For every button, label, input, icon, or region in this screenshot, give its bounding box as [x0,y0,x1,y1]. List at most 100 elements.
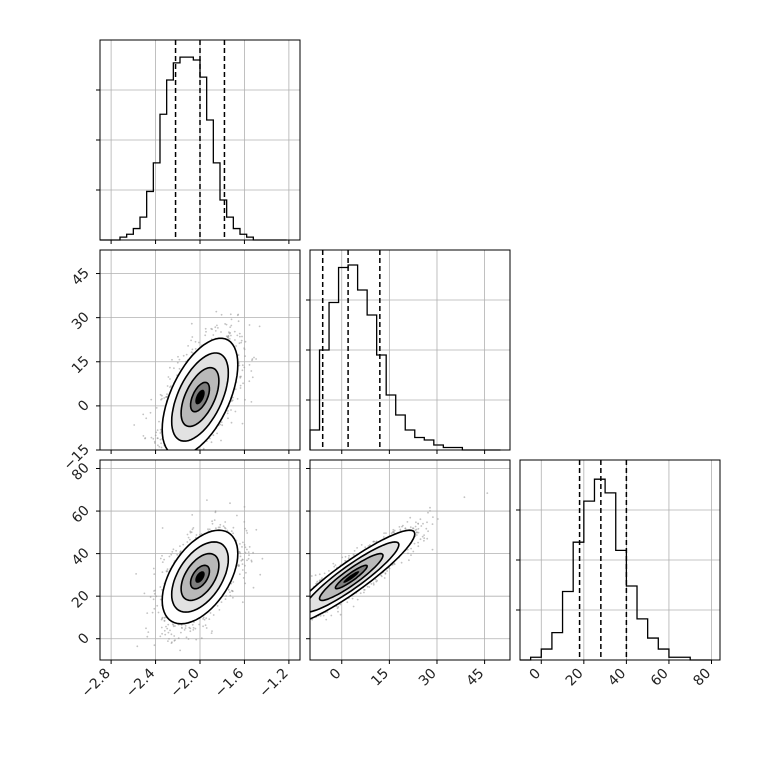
joint-p2-p3-scatter-point [269,641,271,643]
joint-p1-p2-scatter-point [225,323,228,326]
joint-p2-p3-scatter-point [385,532,387,534]
joint-p1-p3-scatter-point [157,611,160,614]
joint-p2-p3-scatter-point [346,601,349,604]
joint-p1-p3-scatter-point [255,528,258,531]
p3-xtick-label: 0 [526,666,544,684]
hist-p1-frame [99,39,301,241]
joint-p1-p2-scatter-point [176,456,178,458]
joint-p1-p3-scatter-point [238,551,241,553]
joint-p2-p3-scatter-point [285,617,287,619]
joint-p2-p3-scatter-point [356,598,359,601]
joint-p2-p3-scatter-point [406,548,409,551]
joint-p2-p3-scatter-point [322,614,325,617]
joint-p1-p3-scatter-point [232,532,235,535]
joint-p1-p3-scatter-point [259,573,262,576]
joint-p1-p3-scatter-point [172,624,175,626]
joint-p1-p2-scatter-point [220,421,223,423]
joint-p2-p3-scatter-point [393,563,396,566]
joint-p1-p2-scatter-point [173,367,175,370]
joint-p1-p2-scatter-point [190,322,193,325]
joint-p2-p3-scatter-point [351,597,354,600]
joint-p2-p3-scatter-point [392,530,395,533]
joint-p1-p2-scatter-point [243,348,246,351]
joint-p2-p3-scatter-point [400,561,403,564]
joint-p1-p3-scatter-point [244,551,247,554]
p2-ytick-label: 15 [69,353,93,377]
joint-p1-p2-scatter-point [220,331,222,333]
joint-p2-p3-scatter-point [429,506,431,509]
hist-p2-panel [306,250,510,454]
joint-p2-p3-scatter-point [412,527,414,530]
joint-p1-p3-scatter-point [261,557,264,560]
joint-p1-p2-scatter-point [151,475,153,477]
joint-p1-p2-scatter-point [248,380,251,383]
joint-p1-p2-scatter-point [154,434,157,437]
joint-p2-p3-scatter-point [314,574,317,577]
p3-ytick-label: 60 [69,503,93,527]
joint-p1-p3-scatter-point [203,618,206,621]
p2-xtick-label: 0 [327,666,345,684]
joint-p2-p3-scatter-point [263,646,265,648]
joint-p2-p3-scatter-point [352,605,355,608]
joint-p1-p3-scatter-point [243,506,246,508]
joint-p2-p3-scatter-point [282,620,284,622]
joint-p1-p2-scatter-point [227,417,229,420]
joint-p1-p3-scatter-point [202,616,205,619]
joint-p2-p3-panel [263,460,510,664]
joint-p1-p2-scatter-point [128,453,130,455]
joint-p1-p2-scatter-point [145,417,148,420]
joint-p1-p3-scatter-point [176,553,179,556]
joint-p2-p3-scatter-point [321,577,323,580]
joint-p1-p2-scatter-point [156,495,158,497]
joint-p1-p2-scatter-point [163,452,165,454]
joint-p1-p3-scatter-point [155,595,158,598]
joint-p1-p3-scatter-point [214,510,217,513]
joint-p2-p3-scatter-point [293,609,295,611]
joint-p1-p3-plot-area [135,499,264,652]
joint-p2-p3-scatter-point [291,630,293,632]
joint-p1-p2-scatter-point [189,469,191,471]
joint-p1-p2-scatter-point [159,438,162,441]
hist-p3-histogram-step [520,478,712,661]
joint-p2-p3-scatter-point [330,614,333,617]
joint-p1-p2-scatter-point [236,334,239,337]
joint-p2-p3-scatter-point [415,528,418,531]
joint-p2-p3-scatter-point [279,649,281,651]
joint-p1-p2-scatter-point [220,313,223,316]
joint-p2-p3-scatter-point [290,621,292,623]
joint-p1-p3-scatter-point [169,629,171,632]
joint-p2-p3-scatter-point [421,535,424,538]
joint-p1-p2-scatter-point [166,393,168,396]
p2-ytick-label: 0 [75,397,93,415]
joint-p2-p3-scatter-point [419,518,422,521]
joint-p1-p2-scatter-point [170,456,172,458]
joint-p1-p3-scatter-point [191,528,194,531]
joint-p1-p2-scatter-point [183,452,185,454]
p2-xtick-label: 45 [464,666,488,690]
joint-p1-p3-scatter-point [210,632,213,634]
joint-p1-p3-scatter-point [239,552,242,555]
joint-p1-p2-scatter-point [200,455,202,457]
joint-p1-p2-scatter-point [216,324,218,327]
joint-p1-p2-scatter-point [190,351,193,353]
joint-p1-p3-scatter-point [225,595,228,597]
joint-p2-p3-scatter-point [363,589,365,591]
joint-p2-p3-scatter-point [372,582,375,584]
p3-xtick-label: 60 [648,666,672,690]
joint-p1-p3-scatter-point [244,564,246,567]
joint-p1-p3-scatter-point [246,548,248,551]
joint-p1-p2-scatter-point [156,429,159,431]
joint-p1-p2-scatter-point [234,388,237,390]
joint-p2-p3-scatter-point [274,621,276,623]
joint-p1-p3-scatter-point [242,541,244,544]
joint-p1-p2-scatter-point [244,355,247,357]
joint-p2-p3-scatter-point [339,603,342,606]
joint-p2-p3-scatter-point [295,624,297,626]
hist-p1-histogram-step [100,56,287,241]
joint-p2-p3-scatter-point [281,612,283,614]
joint-p1-p2-scatter-point [165,395,168,398]
joint-p1-p3-scatter-point [189,630,192,633]
joint-p1-p3-scatter-point [171,641,173,644]
joint-p1-p3-scatter-point [252,586,255,589]
